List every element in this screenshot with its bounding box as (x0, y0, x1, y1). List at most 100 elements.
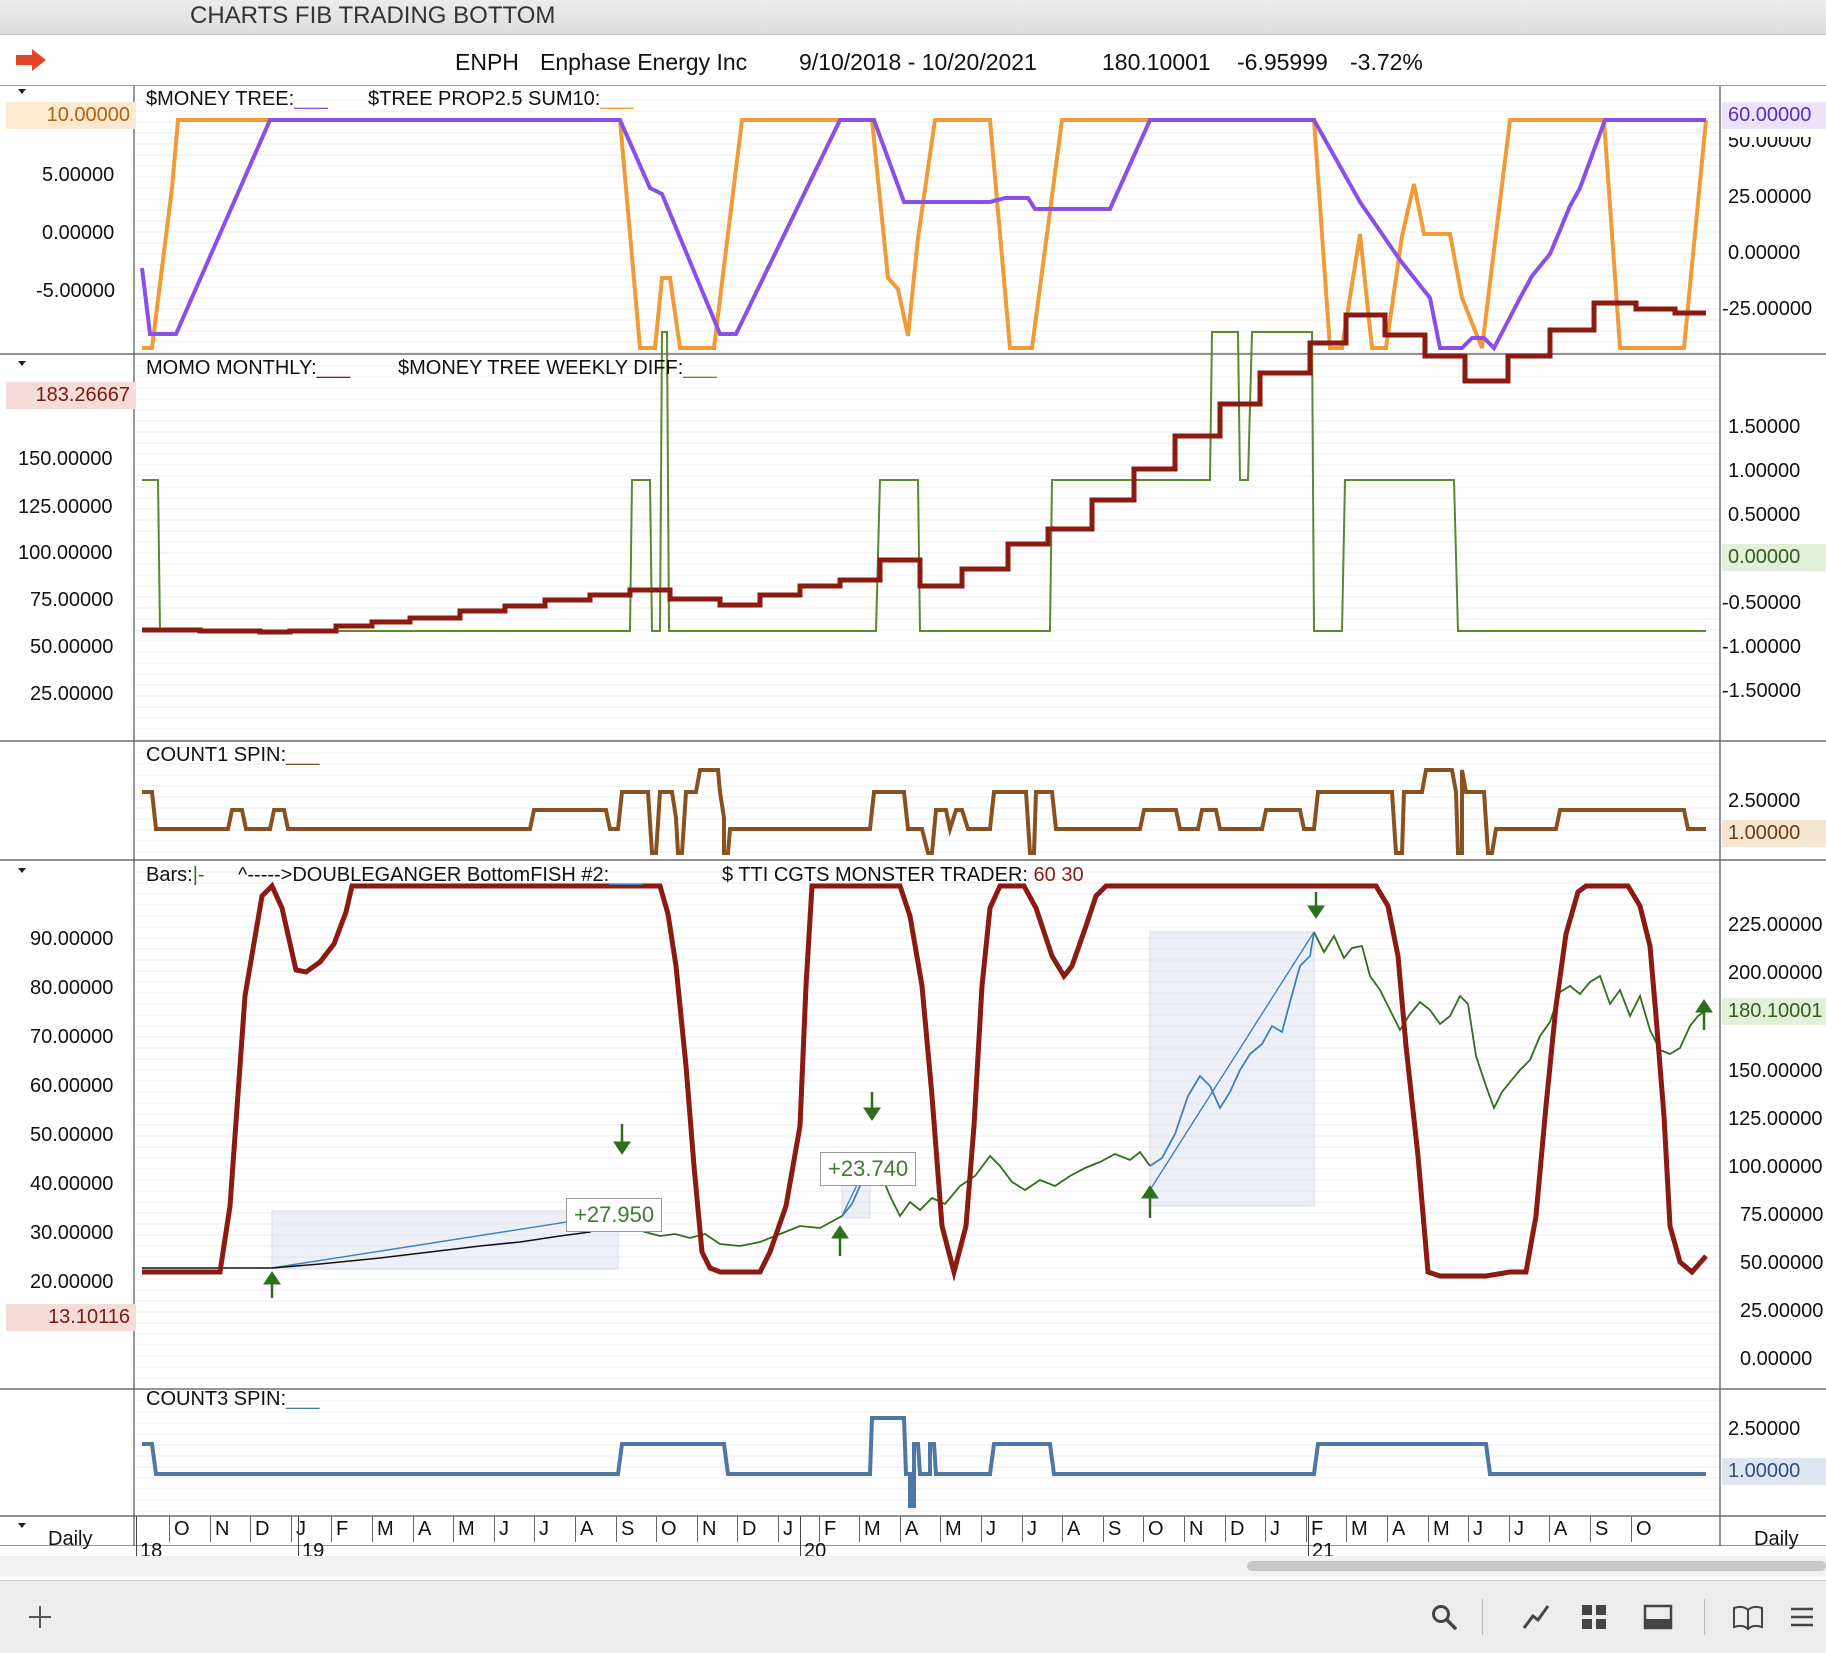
month-label: S (1108, 1518, 1122, 1540)
window-titlebar: CHARTS FIB TRADING BOTTOM (0, 0, 1826, 35)
toolbar-separator (1482, 1599, 1483, 1635)
month-label: A (1392, 1518, 1406, 1540)
pane1-menu-icon[interactable] (18, 89, 26, 94)
count1-right-tick: 2.50000 (1728, 790, 1801, 812)
pane4-title-bars: Bars:|- (146, 864, 205, 886)
month-tick (1549, 1516, 1550, 1542)
horizontal-scrollbar[interactable] (0, 1556, 1826, 1576)
book-icon[interactable] (1732, 1601, 1764, 1633)
month-tick (453, 1516, 454, 1542)
price-bars-black (142, 1213, 619, 1269)
price-change: -6.95999 (1237, 49, 1328, 75)
month-label: J (986, 1518, 996, 1540)
month-tick (372, 1516, 373, 1542)
chart-area[interactable]: $MONEY TREE:___ $TREE PROP2.5 SUM10:___ … (0, 86, 1826, 1562)
month-tick (494, 1516, 495, 1542)
forward-arrow-icon[interactable] (14, 47, 48, 78)
month-tick (1306, 1516, 1307, 1542)
pane2-menu-icon[interactable] (18, 361, 26, 366)
gain-label-1: +27.950 (566, 1198, 663, 1232)
month-tick (940, 1516, 941, 1542)
month-tick (819, 1516, 820, 1542)
company-name: Enphase Energy Inc (540, 49, 748, 75)
price-bars-green-2 (869, 1150, 1151, 1218)
month-label: O (174, 1518, 190, 1540)
price-left-value: 13.10116 (6, 1304, 136, 1331)
buy-arrow-2 (831, 1225, 849, 1256)
count3-right-tick: 2.50000 (1728, 1418, 1801, 1440)
grid-layout-icon[interactable] (1578, 1601, 1610, 1633)
count1-spin-line (142, 768, 1706, 855)
month-label: J (783, 1518, 793, 1540)
month-tick (1184, 1516, 1185, 1542)
month-label: M (945, 1518, 962, 1540)
month-tick (1428, 1516, 1429, 1542)
month-label: O (1148, 1518, 1164, 1540)
money-tree-weekly-diff-line (142, 331, 1706, 632)
pane1-title-tree-prop: $TREE PROP2.5 SUM10:___ (368, 88, 634, 110)
year-tick (1308, 1516, 1309, 1562)
month-label: F (1311, 1518, 1324, 1540)
month-tick (413, 1516, 414, 1542)
month-tick (291, 1516, 292, 1542)
month-label: F (824, 1518, 837, 1540)
pane3-title-count1: COUNT1 SPIN:___ (146, 744, 320, 766)
sell-arrow-3 (1307, 892, 1325, 919)
buy-arrow-1 (263, 1271, 281, 1298)
count3-spin-line (142, 1416, 1706, 1508)
month-tick (1509, 1516, 1510, 1542)
month-tick (1468, 1516, 1469, 1542)
year-tick (298, 1516, 299, 1562)
month-tick (210, 1516, 211, 1542)
sell-arrow-2 (863, 1092, 881, 1121)
month-tick (1265, 1516, 1266, 1542)
menu-icon[interactable] (1786, 1601, 1818, 1633)
pane2-title-momo: MOMO MONTHLY:___ (146, 357, 351, 379)
add-icon[interactable] (24, 1601, 56, 1633)
window-title: CHARTS FIB TRADING BOTTOM (190, 2, 556, 29)
last-price: 180.10001 (1102, 49, 1211, 75)
toolbar-separator (1704, 1599, 1705, 1635)
month-label: O (1636, 1518, 1652, 1540)
month-label: M (1351, 1518, 1368, 1540)
pane4-menu-icon[interactable] (18, 868, 26, 873)
price-bars-green-3 (1313, 931, 1707, 1111)
symbol[interactable]: ENPH (455, 49, 519, 75)
month-tick (575, 1516, 576, 1542)
price-change-pct: -3.72% (1350, 49, 1423, 75)
month-label: J (1473, 1518, 1483, 1540)
month-tick (1631, 1516, 1632, 1542)
month-label: J (296, 1518, 306, 1540)
timeframe-right-label[interactable]: Daily (1754, 1528, 1799, 1550)
month-label: S (621, 1518, 635, 1540)
count3-right-value: 1.00000 (1722, 1458, 1826, 1485)
pane5-title-count3: COUNT3 SPIN:___ (146, 1388, 320, 1410)
month-label: D (742, 1518, 757, 1540)
monster-trader-line (142, 881, 1708, 1282)
month-tick (169, 1516, 170, 1542)
panel-layout-icon[interactable] (1642, 1601, 1674, 1633)
timeaxis-menu-icon[interactable] (18, 1523, 26, 1528)
date-range: 9/10/2018 - 10/20/2021 (799, 49, 1037, 75)
month-tick (250, 1516, 251, 1542)
timeframe-left-label[interactable]: Daily (48, 1528, 93, 1550)
month-tick (1346, 1516, 1347, 1542)
scrollbar-thumb[interactable] (1247, 1561, 1826, 1571)
symbol-info-bar: ENPH Enphase Energy Inc 9/10/2018 - 10/2… (0, 35, 1826, 86)
search-icon[interactable] (1428, 1601, 1460, 1633)
draw-line-icon[interactable] (1520, 1601, 1552, 1633)
fib-zone-3 (1149, 931, 1315, 1207)
gain-label-2: +23.740 (820, 1152, 917, 1186)
month-tick (616, 1516, 617, 1542)
month-tick (778, 1516, 779, 1542)
buy-arrow-3 (1141, 1185, 1159, 1218)
month-label: A (580, 1518, 594, 1540)
month-tick (656, 1516, 657, 1542)
month-label: J (539, 1518, 549, 1540)
month-label: M (1433, 1518, 1450, 1540)
count1-right-value: 1.00000 (1722, 820, 1826, 847)
month-tick (1387, 1516, 1388, 1542)
month-tick (534, 1516, 535, 1542)
month-label: A (1067, 1518, 1081, 1540)
month-tick (900, 1516, 901, 1542)
